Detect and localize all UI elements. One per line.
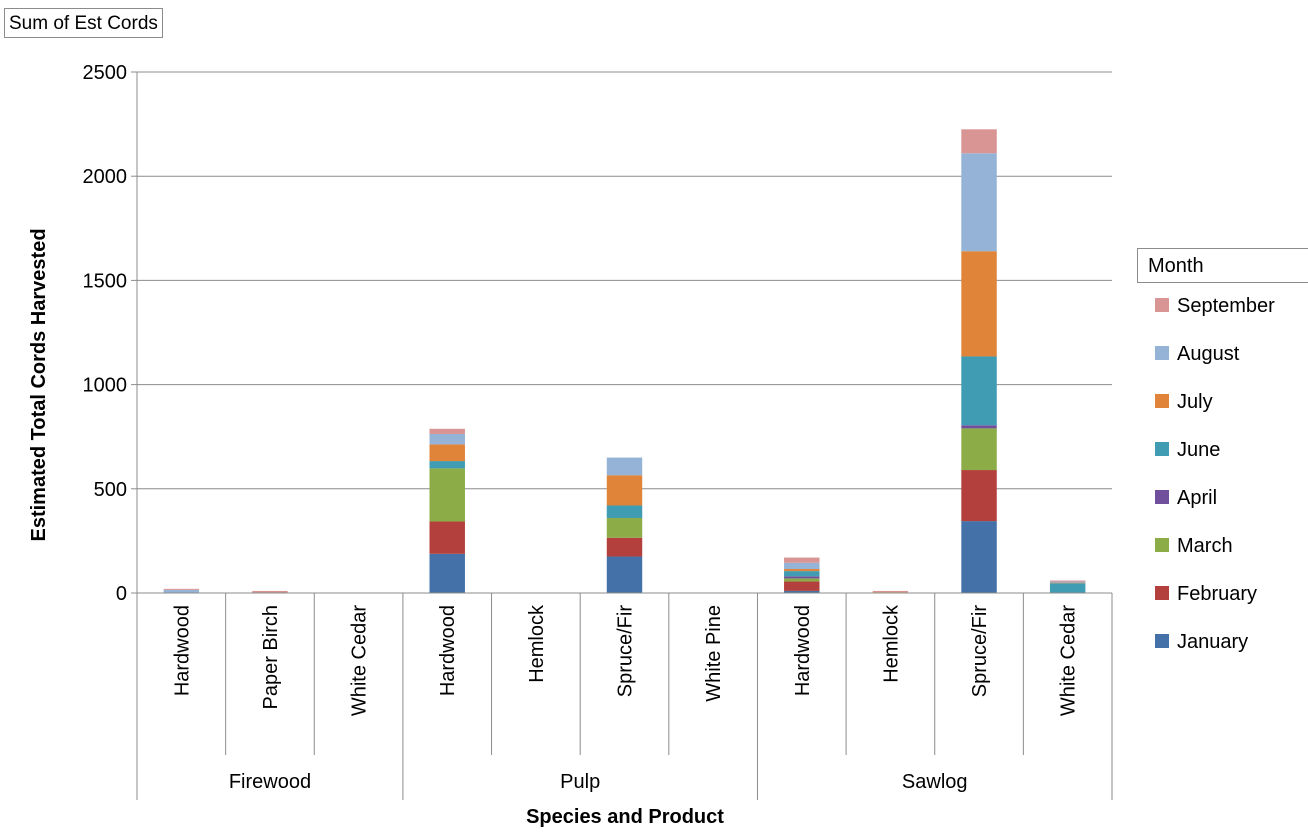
bars bbox=[163, 129, 1086, 593]
legend-item-july: July bbox=[1177, 391, 1213, 413]
bar-segment-january bbox=[429, 553, 465, 593]
category-label: Hardwood bbox=[171, 605, 193, 696]
bar-segment-august bbox=[784, 562, 820, 570]
bar-segment-june bbox=[961, 356, 997, 426]
legend-item-february: February bbox=[1177, 583, 1257, 605]
category-label: Spruce/Fir bbox=[969, 605, 991, 698]
legend: September August July June April March Februar… bbox=[1155, 295, 1275, 653]
legend-swatch-march bbox=[1155, 538, 1169, 552]
bar-segment-july bbox=[961, 251, 997, 357]
category-label: Spruce/Fir bbox=[615, 605, 637, 698]
bar-segment-february bbox=[429, 521, 465, 554]
bar-segment-march bbox=[961, 428, 997, 471]
y-tick-label: 2500 bbox=[83, 62, 128, 84]
category-label: Hardwood bbox=[437, 605, 459, 696]
legend-swatch-january bbox=[1155, 634, 1169, 648]
bar-segment-june bbox=[429, 461, 465, 469]
group-label: Sawlog bbox=[902, 771, 968, 793]
category-label: White Pine bbox=[703, 605, 725, 702]
bar-segment-march bbox=[784, 578, 820, 582]
bar-segment-january bbox=[606, 556, 643, 593]
bar-segment-march bbox=[606, 517, 643, 538]
legend-item-april: April bbox=[1177, 487, 1217, 509]
bar-segment-january bbox=[961, 521, 997, 593]
bar-segment-september bbox=[252, 590, 288, 593]
bar-segment-august bbox=[163, 589, 200, 593]
bar-segment-january bbox=[784, 590, 820, 593]
legend-item-january: January bbox=[1177, 631, 1248, 653]
legend-title-month[interactable]: Month bbox=[1137, 248, 1308, 283]
y-tick-label: 0 bbox=[116, 583, 127, 605]
bar-segment-september bbox=[872, 590, 909, 593]
y-tick-label: 500 bbox=[94, 479, 127, 501]
bar-segment-august bbox=[1049, 581, 1086, 583]
category-label: Hardwood bbox=[792, 605, 814, 696]
legend-item-september: September bbox=[1177, 295, 1275, 317]
y-axis-title: Estimated Total Cords Harvested bbox=[28, 228, 50, 541]
category-label: White Cedar bbox=[1058, 605, 1080, 716]
bar-segment-september bbox=[784, 557, 820, 563]
bar-segment-february bbox=[784, 581, 820, 591]
bar-segment-august bbox=[961, 153, 997, 252]
category-label: Hemlock bbox=[526, 604, 548, 683]
legend-swatch-february bbox=[1155, 586, 1169, 600]
category-label: Hemlock bbox=[880, 604, 902, 683]
legend-swatch-september bbox=[1155, 298, 1169, 312]
group-label: Pulp bbox=[560, 771, 600, 793]
legend-swatch-june bbox=[1155, 442, 1169, 456]
bar-segment-september bbox=[1049, 580, 1086, 582]
bar-segment-july bbox=[606, 475, 643, 506]
bar-segment-july bbox=[784, 569, 820, 572]
bar-segment-september bbox=[163, 588, 200, 590]
bar-segment-june bbox=[606, 505, 643, 518]
bar-segment-february bbox=[961, 470, 997, 522]
y-tick-label: 1500 bbox=[83, 270, 128, 292]
legend-item-june: June bbox=[1177, 439, 1220, 461]
group-label: Firewood bbox=[229, 771, 311, 793]
legend-swatch-july bbox=[1155, 394, 1169, 408]
bar-segment-june bbox=[1049, 583, 1086, 593]
bar-segment-august bbox=[606, 457, 643, 476]
legend-swatch-april bbox=[1155, 490, 1169, 504]
bar-segment-september bbox=[429, 428, 465, 434]
legend-item-march: March bbox=[1177, 535, 1233, 557]
bar-segment-july bbox=[429, 444, 465, 462]
legend-swatch-august bbox=[1155, 346, 1169, 360]
bar-segment-july bbox=[1049, 582, 1086, 584]
y-tick-label: 1000 bbox=[83, 375, 128, 397]
bar-segment-august bbox=[429, 433, 465, 445]
bar-segment-april bbox=[961, 425, 997, 429]
field-button-sum-of-est-cords[interactable]: Sum of Est Cords bbox=[4, 8, 163, 38]
y-axis: 0 500 1000 1500 2000 2500 bbox=[83, 62, 138, 605]
bar-segment-september bbox=[961, 129, 997, 154]
x-axis: Hardwood Paper Birch White Cedar Hardwood He… bbox=[136, 592, 1113, 800]
bar-segment-february bbox=[606, 537, 643, 557]
x-axis-title: Species and Product bbox=[526, 806, 724, 828]
legend-item-august: August bbox=[1177, 343, 1240, 365]
bar-segment-june bbox=[784, 571, 820, 577]
category-label: White Cedar bbox=[349, 605, 371, 716]
y-tick-label: 2000 bbox=[83, 166, 128, 188]
bar-segment-april bbox=[784, 576, 820, 579]
category-label: Paper Birch bbox=[260, 605, 282, 710]
bar-segment-march bbox=[429, 468, 465, 522]
